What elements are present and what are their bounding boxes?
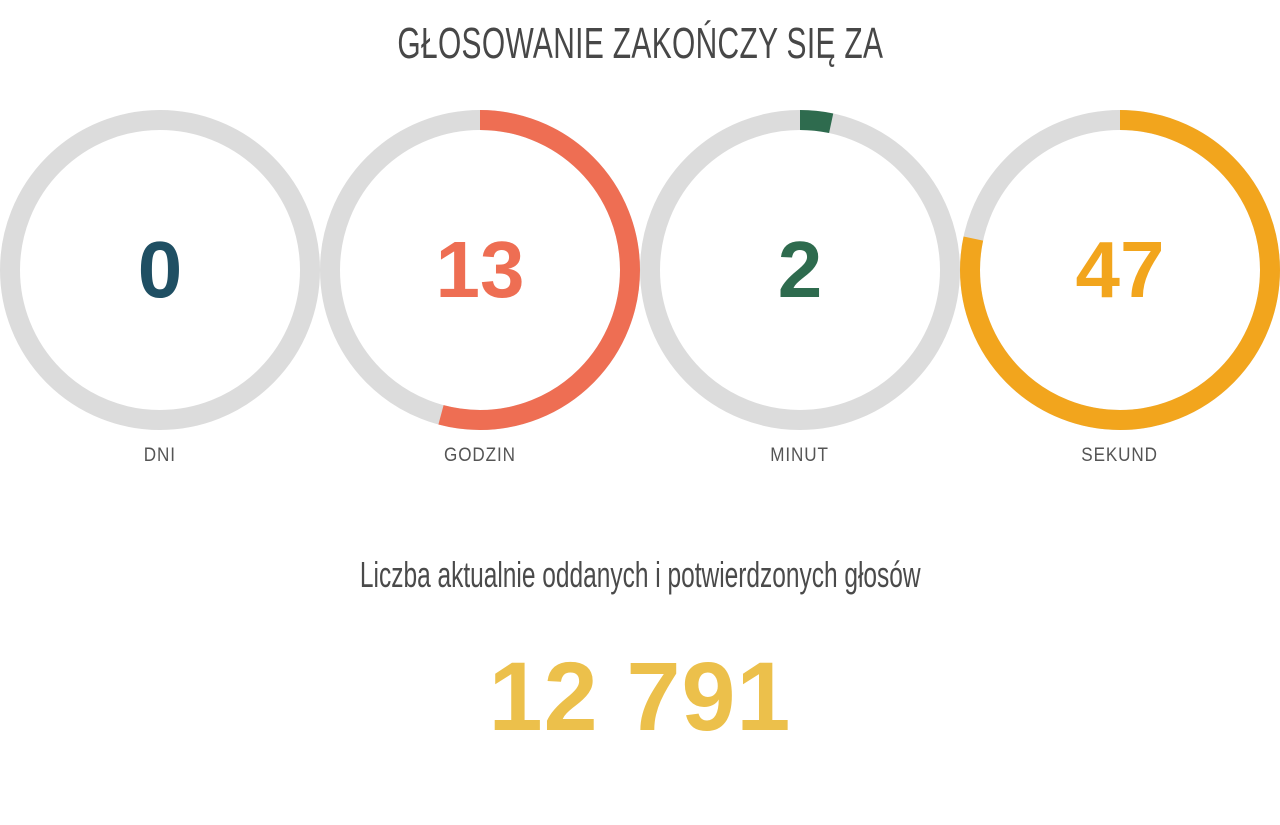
votes-caption-text: Liczba aktualnie oddanych i potwierdzony… (359, 554, 921, 595)
timer-ring-progress-seconds (960, 110, 1280, 430)
votes-count: 12 791 (488, 642, 792, 752)
timer-ring-progress-hours (320, 110, 640, 430)
timer-ring-track-minutes (640, 110, 960, 430)
timer-label-text-days: DNI (143, 445, 177, 466)
timer-label-text-seconds: SEKUND (1081, 445, 1159, 466)
votes-caption: Liczba aktualnie oddanych i potwierdzony… (0, 553, 1280, 596)
timer-ring-seconds: 47 (960, 110, 1280, 430)
timer-ring-minutes: 2 (640, 110, 960, 430)
timer-seconds: 47 SEKUND (960, 110, 1280, 465)
timer-label-days: DNI (0, 446, 320, 465)
timer-label-text-hours: GODZIN (444, 445, 516, 466)
timer-label-hours: GODZIN (320, 446, 640, 465)
timer-hours: 13 GODZIN (320, 110, 640, 465)
timer-ring-hours: 13 (320, 110, 640, 430)
countdown-timers: 0 DNI 13 GODZIN 2 MINUT 47 SEKUND (0, 110, 1280, 465)
timer-ring-track-days (0, 110, 320, 430)
timer-days: 0 DNI (0, 110, 320, 465)
page-title: GŁOSOWANIE ZAKOŃCZY SIĘ ZA (0, 22, 1280, 66)
timer-minutes: 2 MINUT (640, 110, 960, 465)
timer-label-text-minutes: MINUT (770, 445, 830, 466)
timer-label-minutes: MINUT (640, 446, 960, 465)
timer-ring-days: 0 (0, 110, 320, 430)
timer-ring-progress-minutes (640, 110, 960, 430)
timer-label-seconds: SEKUND (960, 446, 1280, 465)
voting-countdown-page: GŁOSOWANIE ZAKOŃCZY SIĘ ZA 0 DNI 13 GODZIN 2… (0, 22, 1280, 745)
page-title-text: GŁOSOWANIE ZAKOŃCZY SIĘ ZA (397, 19, 883, 68)
